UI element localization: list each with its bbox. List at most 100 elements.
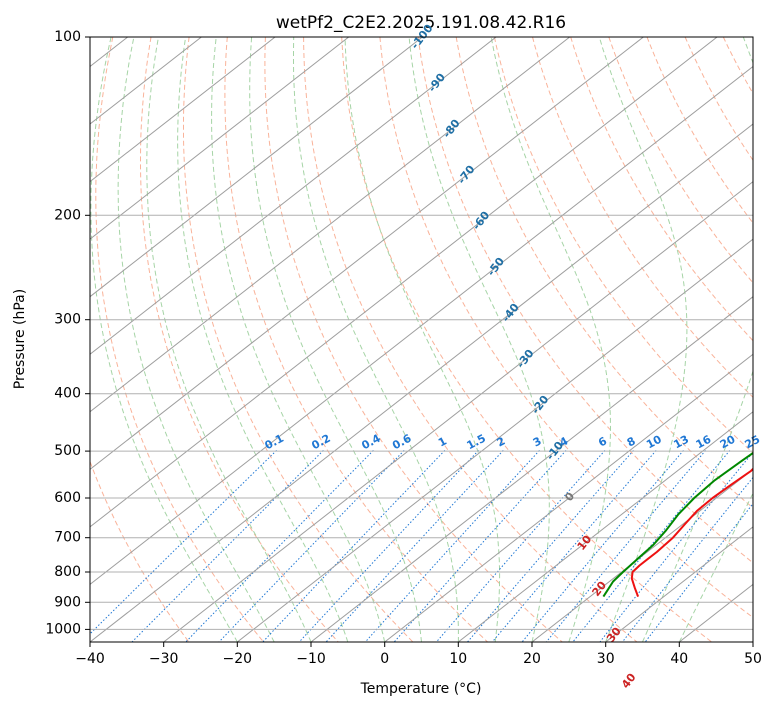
isotherm-line [90, 65, 753, 586]
moist-adiabat-line [490, 37, 611, 642]
dry-adiabat-line [90, 460, 190, 642]
isotherm-label: -90 [426, 71, 449, 95]
dry-adiabat-line [493, 37, 753, 454]
mixing-ratio-label: 13 [671, 433, 691, 452]
isotherm-line [531, 468, 753, 642]
isotherm-line [90, 37, 571, 413]
mixing-ratio-line [491, 450, 657, 642]
dry-adiabat-line [455, 37, 753, 509]
mixing-ratio-label: 20 [718, 433, 738, 452]
moist-adiabat-line [177, 37, 349, 642]
x-tick-label: 50 [744, 651, 762, 667]
x-tick-label: −10 [296, 651, 326, 667]
y-axis-label: Pressure (hPa) [12, 289, 28, 389]
mixing-ratio-line [393, 450, 567, 642]
isotherm-line [310, 296, 753, 642]
mixing-ratio-line [644, 502, 753, 642]
mixing-ratio-label: 25 [743, 433, 763, 452]
isotherm-line [752, 641, 753, 642]
dry-adiabat-line [379, 37, 753, 619]
y-tick-label: 800 [54, 564, 81, 580]
mixing-ratio-line [325, 450, 504, 642]
mixing-ratio-line [218, 450, 405, 642]
isotherm-line [90, 37, 350, 240]
isotherm-label: 40 [619, 671, 639, 691]
x-tick-label: 40 [670, 651, 688, 667]
dry-adiabat-line [224, 37, 488, 642]
mixing-ratio-line [622, 476, 753, 642]
moist-adiabat-line [146, 37, 312, 642]
x-tick-label: −20 [223, 651, 253, 667]
isotherm-line [605, 526, 753, 642]
mixing-ratio-label: 16 [694, 433, 714, 452]
y-tick-label: 900 [54, 594, 81, 610]
y-tick-label: 400 [54, 386, 81, 402]
mixing-ratio-line [364, 450, 540, 642]
isotherm-line [90, 123, 753, 642]
mixing-ratio-line [572, 450, 731, 642]
dry-adiabat-line [722, 37, 753, 95]
mixing-ratio-label: 1 [436, 434, 449, 449]
isotherm-line [90, 37, 644, 470]
mixing-ratio-label: 3 [531, 434, 544, 449]
isotherm-line [90, 37, 497, 355]
mixing-ratio-line [467, 450, 634, 642]
moist-adiabat-line [408, 37, 550, 642]
x-tick-label: 30 [597, 651, 615, 667]
isotherm-line [90, 37, 718, 528]
isotherm-line [163, 180, 753, 642]
x-tick-label: −40 [75, 651, 105, 667]
temperature-line [630, 467, 753, 597]
isotherm-line [384, 353, 753, 642]
moist-adiabat-line [211, 37, 386, 642]
mixing-ratio-label: 0.2 [309, 432, 332, 453]
mixing-ratio-line [545, 450, 706, 642]
mixing-ratio-line [262, 450, 446, 642]
x-tick-label: 20 [523, 651, 541, 667]
plot-frame [89, 36, 754, 643]
background-lines [90, 37, 775, 642]
y-tick-label: 100 [54, 29, 81, 45]
dewpoint-line [602, 451, 753, 598]
y-tick-label: 1000 [45, 621, 81, 637]
dry-adiabat-line [762, 37, 775, 642]
moist-adiabat-line [344, 37, 501, 642]
dry-adiabat-line [95, 37, 264, 642]
isotherm-label: -60 [470, 209, 493, 233]
isotherm-line [457, 411, 753, 642]
mixing-ratio-line [185, 450, 374, 642]
mixing-ratio-line [521, 450, 684, 642]
isotherm-label: -30 [514, 347, 537, 371]
dry-adiabat-line [264, 37, 563, 642]
moist-adiabat-line [117, 37, 275, 642]
isotherm-label: 10 [575, 532, 595, 552]
moist-adiabat-line [642, 37, 753, 642]
dry-adiabat-line [608, 37, 753, 284]
mixing-ratio-label: 10 [644, 433, 664, 452]
mixing-ratio-label: 0.4 [359, 432, 383, 453]
moist-adiabat-line [293, 37, 459, 642]
y-tick-label: 200 [54, 207, 81, 223]
isotherm-label: -80 [440, 117, 463, 141]
chart-title: wetPf2_C2E2.2025.191.08.42.R16 [276, 13, 566, 33]
isotherm-label: -40 [499, 301, 522, 325]
pressure-grid [90, 36, 753, 630]
x-tick-label: 0 [380, 651, 389, 667]
dry-adiabat-line [303, 37, 638, 642]
y-tick-label: 300 [54, 312, 81, 328]
isotherm-line [236, 238, 753, 642]
moist-adiabat-line [90, 37, 238, 642]
isotherm-line [90, 37, 423, 298]
mixing-ratio-line [90, 450, 277, 635]
isotherm-label: -70 [455, 163, 478, 187]
dry-adiabat-line [684, 37, 753, 162]
dry-adiabat-line [140, 37, 339, 642]
y-tick-label: 700 [54, 530, 81, 546]
dry-adiabat-line [646, 37, 753, 224]
isotherm-label: -50 [485, 255, 508, 279]
isotherm-line [90, 37, 202, 125]
y-tick-label: 600 [54, 490, 81, 506]
